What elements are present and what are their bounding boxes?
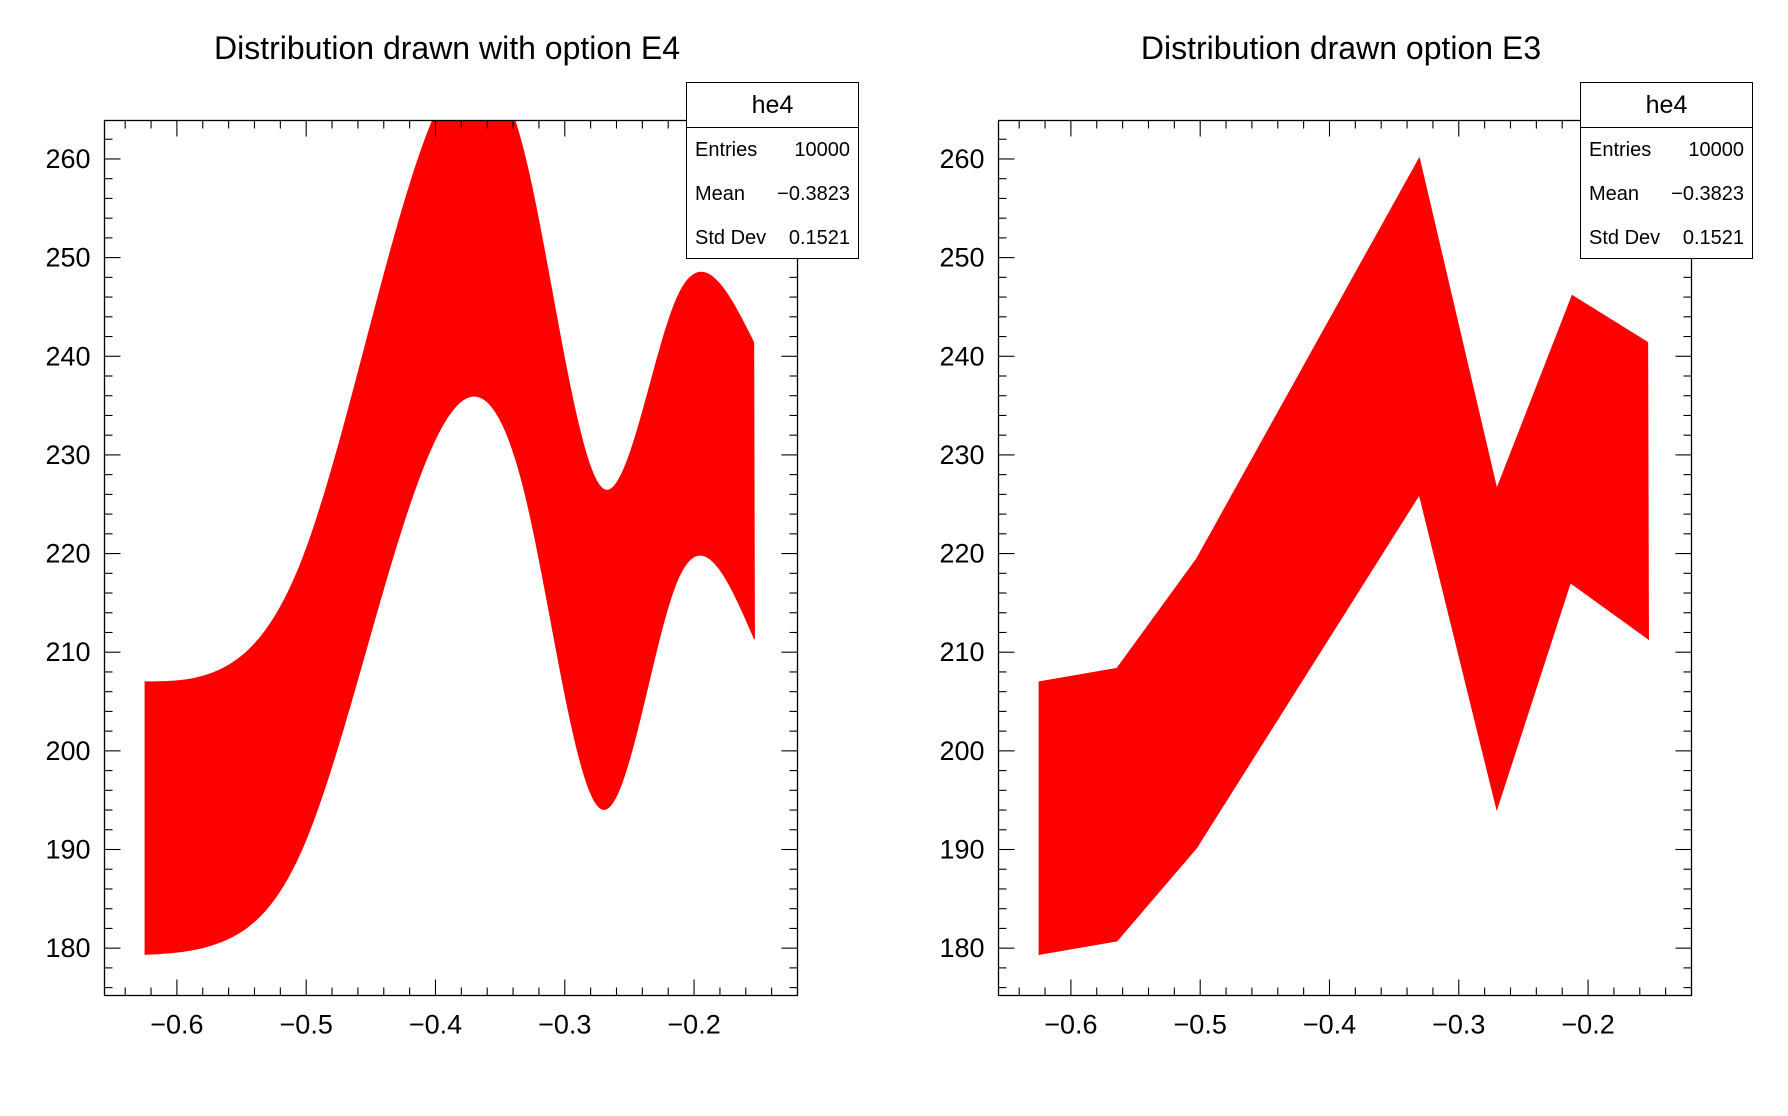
svg-text:−0.6: −0.6 <box>1044 1010 1097 1040</box>
svg-text:220: 220 <box>939 539 984 569</box>
svg-text:−0.5: −0.5 <box>1174 1010 1227 1040</box>
svg-text:220: 220 <box>45 539 90 569</box>
svg-text:180: 180 <box>939 933 984 963</box>
svg-text:250: 250 <box>939 243 984 273</box>
svg-text:−0.3: −0.3 <box>538 1010 591 1040</box>
svg-text:260: 260 <box>939 144 984 174</box>
svg-text:200: 200 <box>939 736 984 766</box>
svg-text:−0.2: −0.2 <box>1561 1010 1614 1040</box>
svg-text:210: 210 <box>939 637 984 667</box>
svg-text:250: 250 <box>45 243 90 273</box>
svg-text:240: 240 <box>45 341 90 371</box>
svg-text:240: 240 <box>939 341 984 371</box>
svg-text:230: 230 <box>45 440 90 470</box>
svg-text:230: 230 <box>939 440 984 470</box>
svg-text:−0.4: −0.4 <box>409 1010 462 1040</box>
svg-text:−0.2: −0.2 <box>667 1010 720 1040</box>
svg-text:−0.5: −0.5 <box>280 1010 333 1040</box>
svg-text:260: 260 <box>45 144 90 174</box>
svg-text:200: 200 <box>45 736 90 766</box>
svg-text:210: 210 <box>45 637 90 667</box>
svg-text:190: 190 <box>45 835 90 865</box>
svg-text:−0.3: −0.3 <box>1432 1010 1485 1040</box>
svg-text:−0.6: −0.6 <box>150 1010 203 1040</box>
svg-text:−0.4: −0.4 <box>1303 1010 1356 1040</box>
svg-text:180: 180 <box>45 933 90 963</box>
svg-text:190: 190 <box>939 835 984 865</box>
